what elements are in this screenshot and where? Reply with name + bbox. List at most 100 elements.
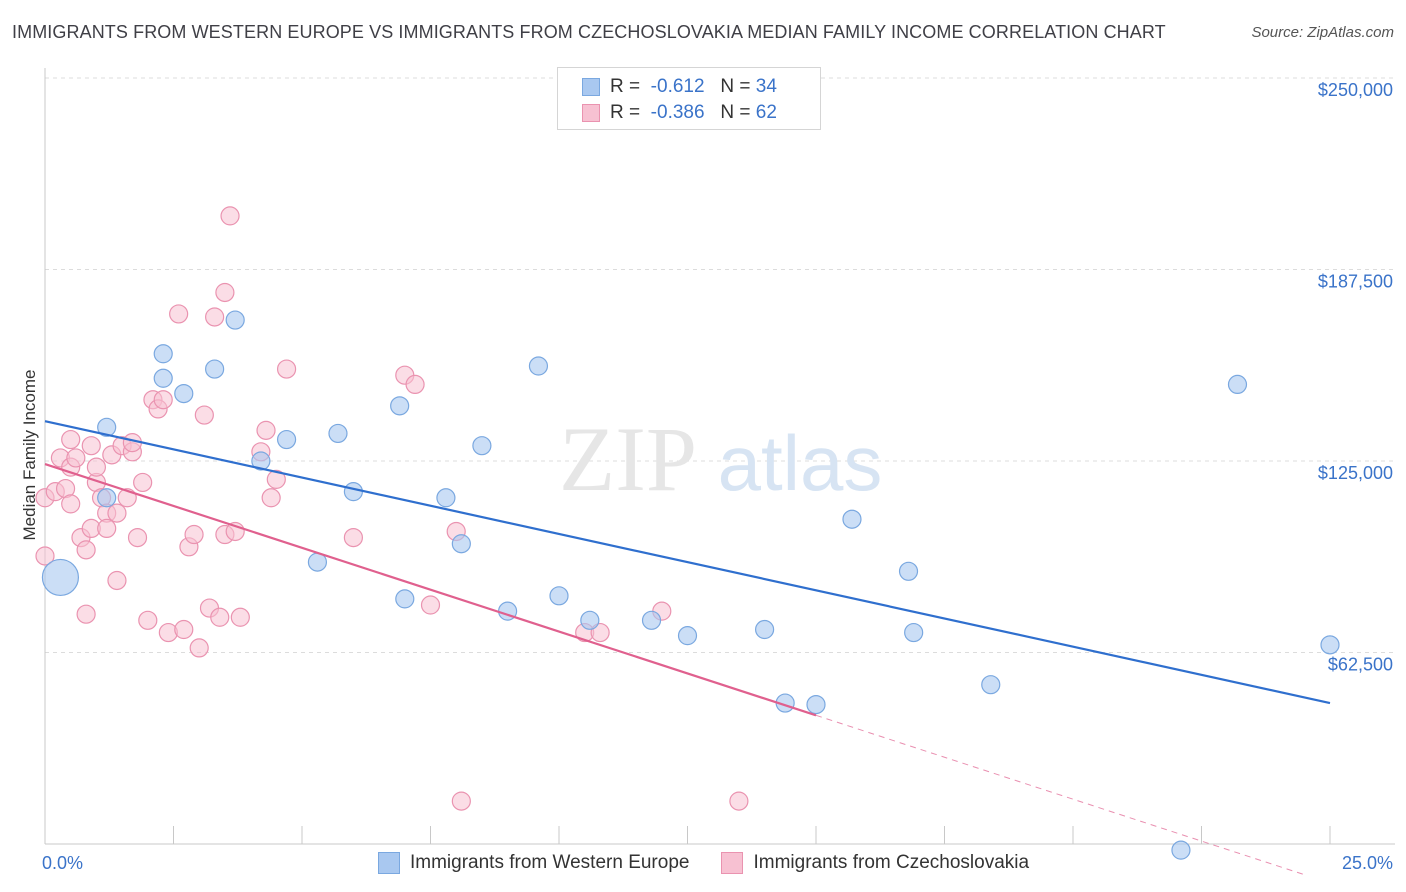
r-value: -0.612 xyxy=(650,76,705,97)
data-point-western-europe xyxy=(842,509,862,529)
watermark: ZIP atlas xyxy=(559,408,882,510)
data-point-czechoslovakia xyxy=(158,622,178,643)
data-point-czechoslovakia xyxy=(86,457,107,477)
series-legend: Immigrants from Western Europe Immigrant… xyxy=(378,852,1061,874)
data-point-czechoslovakia xyxy=(276,359,297,379)
series-western-europe-points xyxy=(41,310,1340,860)
n-value: 34 xyxy=(755,76,777,97)
data-point-czechoslovakia xyxy=(61,429,81,450)
data-point-western-europe xyxy=(390,396,410,416)
data-point-czechoslovakia xyxy=(729,791,749,811)
data-point-western-europe xyxy=(225,310,245,330)
data-point-western-europe xyxy=(641,610,662,630)
data-point-western-europe xyxy=(806,694,826,715)
legend-label: Immigrants from Czechoslovakia xyxy=(753,852,1030,873)
data-point-czechoslovakia xyxy=(61,494,81,514)
legend-row-czechoslovakia: R = -0.386 N = 62 xyxy=(582,100,777,126)
n-label: N = xyxy=(720,102,751,123)
data-point-czechoslovakia xyxy=(169,304,189,324)
data-point-western-europe xyxy=(580,610,600,630)
x-tick-label: 25.0% xyxy=(1342,853,1393,873)
data-point-western-europe xyxy=(436,488,456,508)
data-point-western-europe xyxy=(276,429,297,450)
legend-item-czechoslovakia: Immigrants from Czechoslovakia xyxy=(721,852,1029,874)
data-point-czechoslovakia xyxy=(153,390,173,410)
legend-row-western-europe: R = -0.612 N = 34 xyxy=(582,74,777,100)
data-point-western-europe xyxy=(174,383,194,404)
trend-line-czechoslovakia-extension xyxy=(815,714,1305,876)
legend-swatch-pink xyxy=(582,104,600,122)
y-tick-label: $62,500 xyxy=(1328,655,1393,675)
axes xyxy=(44,68,1395,845)
data-point-czechoslovakia xyxy=(205,307,225,327)
y-axis-label: Median Family Income xyxy=(20,369,39,540)
data-point-czechoslovakia xyxy=(133,472,153,493)
y-tick-label: $125,000 xyxy=(1318,463,1393,483)
data-point-western-europe xyxy=(328,423,348,444)
data-point-czechoslovakia xyxy=(174,619,194,640)
data-point-czechoslovakia xyxy=(189,638,209,658)
y-tick-label: $250,000 xyxy=(1318,80,1393,100)
data-point-western-europe xyxy=(41,558,80,597)
data-point-czechoslovakia xyxy=(66,448,86,468)
data-point-western-europe xyxy=(904,622,924,643)
gridlines xyxy=(45,77,1395,653)
data-point-czechoslovakia xyxy=(194,405,214,425)
data-point-czechoslovakia xyxy=(76,540,96,560)
data-point-western-europe xyxy=(451,534,471,554)
x-tick-label: 0.0% xyxy=(42,853,83,873)
legend-label: Immigrants from Western Europe xyxy=(410,852,690,873)
data-point-czechoslovakia xyxy=(230,607,250,627)
data-point-czechoslovakia xyxy=(81,436,101,456)
data-point-czechoslovakia xyxy=(35,546,55,566)
data-point-western-europe xyxy=(97,488,117,508)
data-point-czechoslovakia xyxy=(215,282,235,303)
data-point-czechoslovakia xyxy=(107,503,127,523)
watermark-zip: ZIP xyxy=(559,408,697,510)
correlation-legend: R = -0.612 N = 34 R = -0.386 N = 62 xyxy=(557,67,821,130)
data-point-czechoslovakia xyxy=(107,570,127,591)
data-point-western-europe xyxy=(153,368,173,388)
watermark-atlas: atlas xyxy=(718,419,883,507)
data-point-western-europe xyxy=(1171,840,1191,860)
data-point-western-europe xyxy=(528,356,549,376)
trend-lines xyxy=(44,420,1331,876)
data-point-western-europe xyxy=(549,586,569,606)
r-value: -0.386 xyxy=(650,102,705,123)
data-point-western-europe xyxy=(472,436,492,456)
data-point-western-europe xyxy=(97,417,117,437)
legend-swatch-pink xyxy=(721,852,744,874)
data-point-czechoslovakia xyxy=(76,604,96,624)
data-point-western-europe xyxy=(898,561,919,581)
data-point-czechoslovakia xyxy=(97,518,117,539)
data-point-western-europe xyxy=(1320,635,1340,655)
data-point-western-europe xyxy=(981,675,1001,695)
data-point-czechoslovakia xyxy=(451,791,471,811)
data-point-czechoslovakia xyxy=(266,469,286,489)
data-point-czechoslovakia xyxy=(590,622,610,643)
chart-title: IMMIGRANTS FROM WESTERN EUROPE VS IMMIGR… xyxy=(12,22,1166,42)
y-tick-label: $187,500 xyxy=(1318,272,1393,292)
data-point-czechoslovakia xyxy=(343,527,363,548)
data-point-western-europe xyxy=(205,359,225,379)
data-point-czechoslovakia xyxy=(138,610,158,630)
legend-item-western-europe: Immigrants from Western Europe xyxy=(378,852,689,874)
data-point-western-europe xyxy=(1227,374,1248,394)
trend-line-western-europe xyxy=(44,420,1331,705)
data-point-czechoslovakia xyxy=(127,527,148,548)
data-point-western-europe xyxy=(251,451,271,471)
data-point-western-europe xyxy=(395,589,415,609)
data-point-western-europe xyxy=(153,344,173,364)
data-point-western-europe xyxy=(677,626,698,646)
data-point-western-europe xyxy=(754,619,775,640)
data-point-czechoslovakia xyxy=(184,524,204,545)
data-point-czechoslovakia xyxy=(261,488,281,508)
r-label: R = xyxy=(610,76,641,97)
r-label: R = xyxy=(610,102,641,123)
data-point-czechoslovakia xyxy=(210,607,230,627)
data-point-czechoslovakia xyxy=(256,420,276,440)
source-label: Source: ZipAtlas.com xyxy=(1251,24,1394,41)
tick-labels: $62,500 $125,000 $187,500 $250,000 0.0% 25.0% xyxy=(42,80,1393,873)
data-point-western-europe xyxy=(343,482,363,502)
